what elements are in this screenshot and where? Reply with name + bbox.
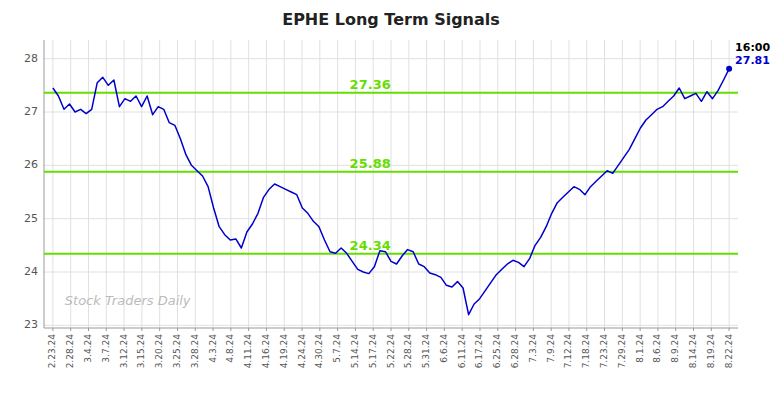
x-tick-label: 8.14.24 bbox=[688, 334, 698, 369]
x-grid-line bbox=[604, 40, 605, 328]
x-grid-line bbox=[426, 40, 427, 328]
x-grid-line bbox=[568, 40, 569, 328]
x-grid-line bbox=[319, 40, 320, 328]
x-grid-line bbox=[195, 40, 196, 328]
x-grid-line bbox=[52, 40, 53, 328]
watermark: Stock Traders Daily bbox=[65, 293, 191, 308]
x-tick-label: 6.17.24 bbox=[474, 334, 484, 369]
x-tick-label: 7.12.24 bbox=[563, 334, 573, 369]
x-grid-line bbox=[88, 40, 89, 328]
x-grid-line bbox=[729, 40, 730, 328]
x-tick-label: 2.23.24 bbox=[47, 334, 57, 369]
last-point bbox=[726, 66, 732, 72]
x-tick-label: 7.18.24 bbox=[581, 334, 591, 369]
x-axis-line bbox=[44, 328, 738, 329]
signal-label: 25.88 bbox=[350, 156, 391, 171]
title: EPHE Long Term Signals bbox=[282, 10, 500, 29]
signal-line bbox=[44, 171, 738, 173]
x-tick-label: 4.3.24 bbox=[208, 334, 218, 363]
x-grid-line bbox=[444, 40, 445, 328]
y-tick-label: 28 bbox=[24, 52, 38, 65]
x-grid-line bbox=[302, 40, 303, 328]
x-tick-label: 6.11.24 bbox=[457, 334, 467, 369]
x-grid-line bbox=[248, 40, 249, 328]
y-tick-label: 25 bbox=[24, 212, 38, 225]
x-grid-line bbox=[70, 40, 71, 328]
x-tick-label: 4.24.24 bbox=[297, 334, 307, 369]
x-grid-line bbox=[141, 40, 142, 328]
y-tick-label: 27 bbox=[24, 105, 38, 118]
x-tick-label: 4.16.24 bbox=[261, 334, 271, 369]
x-grid-line bbox=[657, 40, 658, 328]
y-axis-line bbox=[44, 40, 45, 328]
last-time-label: 16:00 bbox=[735, 41, 770, 54]
x-tick-label: 3.4.24 bbox=[83, 334, 93, 363]
signal-line bbox=[44, 92, 738, 94]
x-tick-label: 7.29.24 bbox=[617, 334, 627, 369]
x-tick-label: 5.22.24 bbox=[386, 334, 396, 369]
x-tick-label: 3.12.24 bbox=[119, 334, 129, 369]
x-tick-label: 3.20.24 bbox=[154, 334, 164, 369]
x-tick-label: 5.28.24 bbox=[403, 334, 413, 369]
x-tick-label: 4.19.24 bbox=[279, 334, 289, 369]
x-grid-line bbox=[640, 40, 641, 328]
x-grid-line bbox=[515, 40, 516, 328]
x-grid-line bbox=[230, 40, 231, 328]
y-tick-label: 23 bbox=[24, 318, 38, 331]
x-grid-line bbox=[693, 40, 694, 328]
x-tick-label: 8.1.24 bbox=[635, 334, 645, 363]
signal-label: 27.36 bbox=[350, 77, 391, 92]
x-grid-line bbox=[213, 40, 214, 328]
x-tick-label: 4.30.24 bbox=[314, 334, 324, 369]
y-tick-label: 24 bbox=[24, 265, 38, 278]
chart-svg: EPHE Long Term Signals 23 24 25 26 27 28 2.23.2… bbox=[0, 0, 784, 398]
background bbox=[0, 0, 784, 398]
x-grid-line bbox=[284, 40, 285, 328]
x-tick-label: 6.28.24 bbox=[510, 334, 520, 369]
x-grid-line bbox=[462, 40, 463, 328]
x-grid-line bbox=[675, 40, 676, 328]
price-line bbox=[53, 69, 729, 315]
signal-line bbox=[44, 253, 738, 255]
x-tick-label: 5.31.24 bbox=[421, 334, 431, 369]
chart-container: EPHE Long Term Signals 23 24 25 26 27 28 2.23.2… bbox=[0, 0, 784, 398]
x-grid-line bbox=[177, 40, 178, 328]
x-tick-label: 5.17.24 bbox=[368, 334, 378, 369]
x-tick-label: 7.3.24 bbox=[528, 334, 538, 363]
grid bbox=[44, 40, 738, 328]
x-grid-line bbox=[551, 40, 552, 328]
x-grid-line bbox=[622, 40, 623, 328]
x-tick-label: 3.25.24 bbox=[172, 334, 182, 369]
x-tick-label: 6.25.24 bbox=[492, 334, 502, 369]
x-grid-line bbox=[479, 40, 480, 328]
plot-area bbox=[44, 66, 738, 315]
y-tick-label: 26 bbox=[24, 158, 38, 171]
x-tick-label: 5.7.24 bbox=[332, 334, 342, 363]
x-tick-label: 8.6.24 bbox=[652, 334, 662, 363]
x-tick-label: 6.6.24 bbox=[439, 334, 449, 363]
x-grid-line bbox=[266, 40, 267, 328]
x-tick-label: 2.28.24 bbox=[65, 334, 75, 369]
x-grid-line bbox=[711, 40, 712, 328]
x-tick-label: 8.22.24 bbox=[724, 334, 734, 369]
x-grid-line bbox=[124, 40, 125, 328]
last-price-label: 27.81 bbox=[735, 54, 770, 67]
x-grid-line bbox=[497, 40, 498, 328]
x-grid-line bbox=[586, 40, 587, 328]
signal-label: 24.34 bbox=[350, 238, 391, 253]
x-grid-line bbox=[159, 40, 160, 328]
x-grid-line bbox=[408, 40, 409, 328]
x-tick-label: 4.11.24 bbox=[243, 334, 253, 369]
x-tick-label: 8.19.24 bbox=[706, 334, 716, 369]
x-tick-label: 4.8.24 bbox=[225, 334, 235, 363]
x-grid-line bbox=[337, 40, 338, 328]
x-tick-label: 5.14.24 bbox=[350, 334, 360, 369]
x-tick-label: 3.7.24 bbox=[101, 334, 111, 363]
x-tick-label: 7.9.24 bbox=[546, 334, 556, 363]
x-tick-label: 3.28.24 bbox=[190, 334, 200, 369]
x-grid-line bbox=[533, 40, 534, 328]
x-tick-label: 7.23.24 bbox=[599, 334, 609, 369]
x-tick-label: 8.9.24 bbox=[670, 334, 680, 363]
x-tick-label: 3.15.24 bbox=[136, 334, 146, 369]
